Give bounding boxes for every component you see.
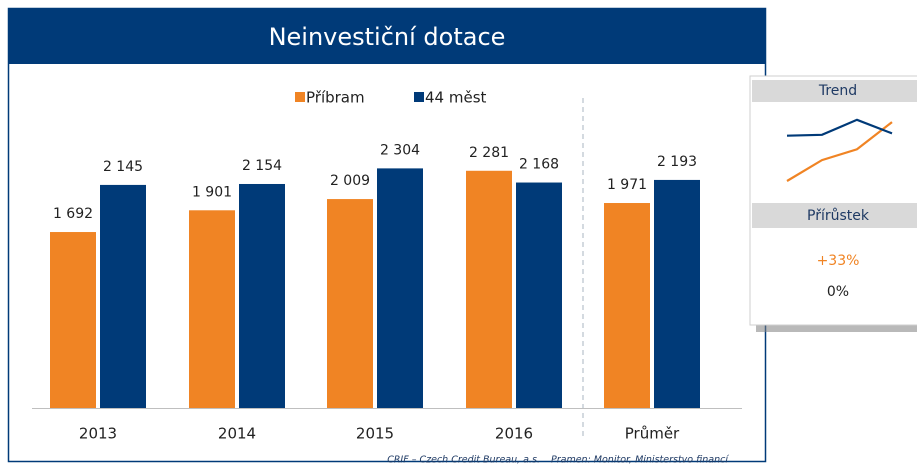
x-tick-label: 2014 bbox=[218, 425, 256, 443]
bar bbox=[604, 203, 650, 408]
source-note: Pramen: Monitor, Ministerstvo financí bbox=[551, 455, 729, 466]
legend-label: 44 měst bbox=[425, 89, 487, 107]
x-tick-label: Průměr bbox=[625, 425, 680, 443]
bar bbox=[377, 168, 423, 408]
value-label: 2 193 bbox=[657, 154, 697, 170]
trend-line bbox=[786, 121, 893, 182]
value-label: 2 168 bbox=[519, 157, 559, 173]
bar bbox=[50, 232, 96, 408]
value-label: 2 281 bbox=[469, 145, 509, 161]
bar bbox=[466, 170, 512, 408]
legend-swatch bbox=[295, 92, 305, 102]
bar bbox=[100, 184, 146, 408]
value-label: 2 304 bbox=[380, 142, 420, 158]
side-panel bbox=[749, 75, 917, 326]
x-tick-label: 2016 bbox=[495, 425, 533, 443]
value-label: 1 692 bbox=[53, 206, 93, 222]
bar bbox=[654, 179, 700, 408]
chart-title: Neinvestiční dotace bbox=[269, 23, 506, 51]
title-bar bbox=[8, 8, 766, 64]
value-label: 1 901 bbox=[192, 184, 232, 200]
x-tick-label: 2015 bbox=[356, 425, 394, 443]
value-label: 2 145 bbox=[103, 159, 143, 175]
growth-value: +33% bbox=[817, 253, 860, 269]
bar bbox=[189, 210, 235, 408]
trend-label: Trend bbox=[818, 83, 857, 99]
legend-swatch bbox=[414, 92, 424, 102]
growth-label: Přírůstek bbox=[807, 208, 870, 224]
legend-label: Příbram bbox=[306, 89, 365, 107]
panel-header bbox=[752, 80, 917, 102]
trend-line bbox=[786, 118, 893, 137]
bar bbox=[516, 182, 562, 408]
source: CRIF – Czech Credit Bureau, a.s. bbox=[387, 455, 540, 466]
x-tick-label: 2013 bbox=[79, 425, 117, 443]
value-label: 2 009 bbox=[330, 173, 370, 189]
value-label: 1 971 bbox=[607, 177, 647, 193]
value-label: 2 154 bbox=[242, 158, 282, 174]
bar bbox=[327, 199, 373, 408]
panel-header bbox=[752, 203, 917, 228]
bar bbox=[239, 183, 285, 408]
growth-value: 0% bbox=[827, 284, 849, 300]
